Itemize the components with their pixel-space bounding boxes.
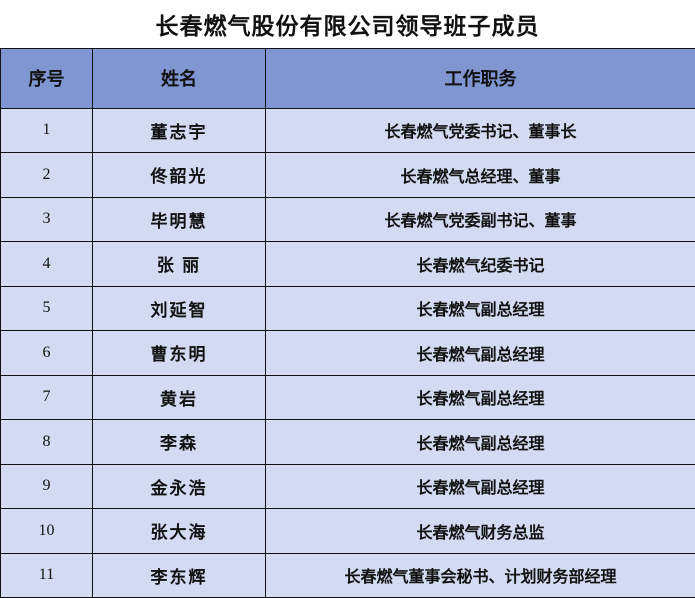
document-title: 长春燃气股份有限公司领导班子成员 [156, 7, 540, 41]
table-row: 9 金永浩 长春燃气副总经理 [1, 464, 695, 509]
row-0-name: 董志宇 [93, 108, 266, 153]
table-row: 11 李东辉 长春燃气董事会秘书、计划财务部经理 [1, 553, 695, 598]
column-header-seq: 序号 [1, 48, 93, 108]
row-6-name: 黄岩 [93, 375, 266, 420]
row-2-seq: 3 [1, 197, 93, 242]
table-row: 3 毕明慧 长春燃气党委副书记、董事 [1, 197, 695, 242]
row-9-seq: 10 [1, 509, 93, 554]
row-6-role: 长春燃气副总经理 [266, 375, 695, 420]
row-0-seq: 1 [1, 108, 93, 153]
row-7-role: 长春燃气副总经理 [266, 420, 695, 465]
title-area: 长春燃气股份有限公司领导班子成员 [0, 0, 695, 48]
table-body: 1 董志宇 长春燃气党委书记、董事长 2 佟韶光 长春燃气总经理、董事 3 毕明… [1, 108, 695, 598]
row-3-role: 长春燃气纪委书记 [266, 242, 695, 287]
row-8-role: 长春燃气副总经理 [266, 464, 695, 509]
roster-document: 长春燃气股份有限公司领导班子成员 序号 姓名 工作职务 1 董志宇 长春燃气党委… [0, 0, 695, 598]
row-3-name: 张 丽 [93, 242, 266, 287]
table-row: 5 刘延智 长春燃气副总经理 [1, 286, 695, 331]
table-header-row: 序号 姓名 工作职务 [1, 48, 695, 108]
row-1-role: 长春燃气总经理、董事 [266, 153, 695, 198]
row-5-seq: 6 [1, 331, 93, 376]
row-9-name: 张大海 [93, 509, 266, 554]
row-9-role: 长春燃气财务总监 [266, 509, 695, 554]
table-row: 2 佟韶光 长春燃气总经理、董事 [1, 153, 695, 198]
leadership-table: 序号 姓名 工作职务 1 董志宇 长春燃气党委书记、董事长 2 佟韶光 长春燃气… [0, 48, 695, 598]
row-4-seq: 5 [1, 286, 93, 331]
column-header-name: 姓名 [93, 48, 266, 108]
table-row: 7 黄岩 长春燃气副总经理 [1, 375, 695, 420]
row-1-seq: 2 [1, 153, 93, 198]
row-5-name: 曹东明 [93, 331, 266, 376]
row-10-role: 长春燃气董事会秘书、计划财务部经理 [266, 553, 695, 598]
table-row: 8 李森 长春燃气副总经理 [1, 420, 695, 465]
column-header-role: 工作职务 [266, 48, 695, 108]
row-7-name: 李森 [93, 420, 266, 465]
row-4-name: 刘延智 [93, 286, 266, 331]
table-row: 10 张大海 长春燃气财务总监 [1, 509, 695, 554]
table-row: 6 曹东明 长春燃气副总经理 [1, 331, 695, 376]
row-6-seq: 7 [1, 375, 93, 420]
row-2-role: 长春燃气党委副书记、董事 [266, 197, 695, 242]
row-3-seq: 4 [1, 242, 93, 287]
table-row: 1 董志宇 长春燃气党委书记、董事长 [1, 108, 695, 153]
table-row: 4 张 丽 长春燃气纪委书记 [1, 242, 695, 287]
row-8-name: 金永浩 [93, 464, 266, 509]
row-4-role: 长春燃气副总经理 [266, 286, 695, 331]
row-0-role: 长春燃气党委书记、董事长 [266, 108, 695, 153]
row-2-name: 毕明慧 [93, 197, 266, 242]
row-5-role: 长春燃气副总经理 [266, 331, 695, 376]
row-10-name: 李东辉 [93, 553, 266, 598]
row-7-seq: 8 [1, 420, 93, 465]
row-8-seq: 9 [1, 464, 93, 509]
row-1-name: 佟韶光 [93, 153, 266, 198]
row-10-seq: 11 [1, 553, 93, 598]
